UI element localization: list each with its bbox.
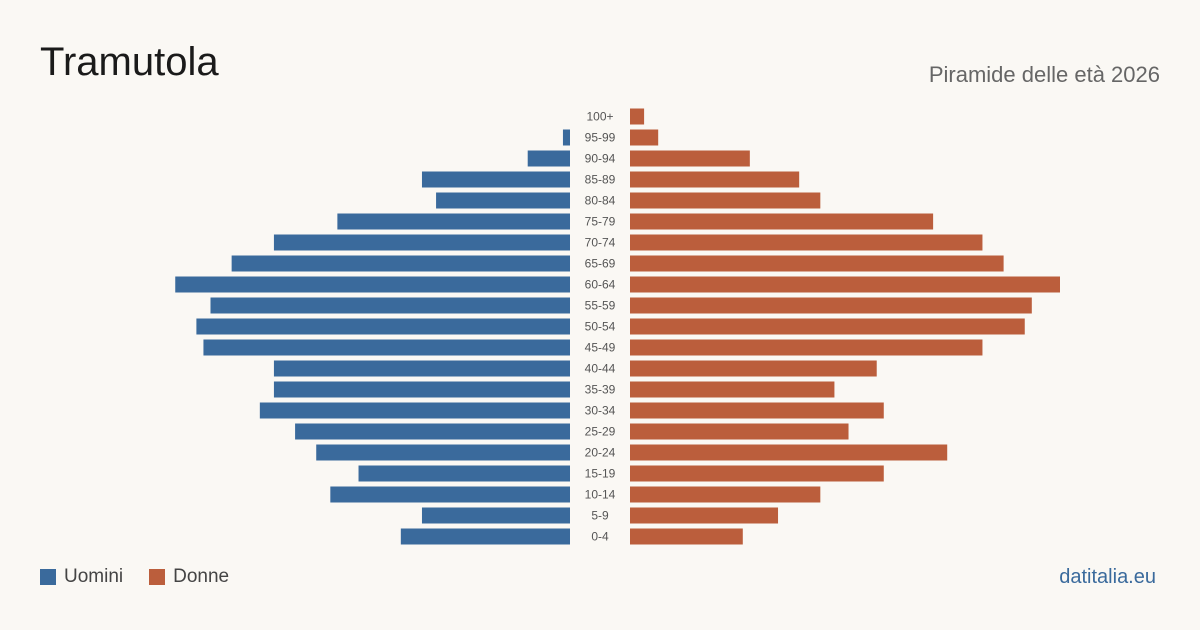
bar-men-75-79 bbox=[337, 213, 570, 230]
age-label-50-54: 50-54 bbox=[585, 320, 616, 334]
bar-women-15-19 bbox=[630, 465, 884, 482]
bar-women-50-54 bbox=[630, 318, 1025, 335]
bar-women-30-34 bbox=[630, 402, 884, 419]
legend-item-men: Uomini bbox=[40, 566, 123, 588]
legend-swatch-women bbox=[149, 569, 166, 585]
source-link[interactable]: datitalia.eu bbox=[1059, 566, 1156, 588]
bar-men-0-4 bbox=[400, 528, 570, 545]
bar-women-85-89 bbox=[630, 171, 800, 188]
bar-women-20-24 bbox=[630, 444, 948, 461]
bar-men-60-64 bbox=[175, 276, 570, 293]
bar-men-50-54 bbox=[196, 318, 571, 335]
bar-men-10-14 bbox=[330, 486, 570, 503]
chart-title: Tramutola bbox=[40, 40, 219, 84]
age-label-0-4: 0-4 bbox=[591, 530, 609, 544]
age-label-90-94: 90-94 bbox=[585, 152, 616, 166]
bar-men-5-9 bbox=[421, 507, 570, 524]
bar-women-70-74 bbox=[630, 234, 983, 251]
bar-women-75-79 bbox=[630, 213, 934, 230]
bar-women-10-14 bbox=[630, 486, 821, 503]
age-label-95-99: 95-99 bbox=[585, 131, 616, 145]
age-label-80-84: 80-84 bbox=[585, 194, 616, 208]
bar-women-65-69 bbox=[630, 255, 1004, 272]
age-label-85-89: 85-89 bbox=[585, 173, 616, 187]
bar-men-40-44 bbox=[273, 360, 570, 377]
legend: Uomini Donne bbox=[40, 566, 255, 588]
bar-men-80-84 bbox=[436, 192, 570, 209]
bar-women-40-44 bbox=[630, 360, 877, 377]
age-label-40-44: 40-44 bbox=[585, 362, 616, 376]
bar-women-35-39 bbox=[630, 381, 835, 398]
bar-men-35-39 bbox=[273, 381, 570, 398]
bar-women-5-9 bbox=[630, 507, 779, 524]
age-label-10-14: 10-14 bbox=[585, 488, 616, 502]
bar-women-95-99 bbox=[630, 129, 659, 146]
bar-women-55-59 bbox=[630, 297, 1032, 314]
age-label-65-69: 65-69 bbox=[585, 257, 616, 271]
bar-men-90-94 bbox=[527, 150, 570, 167]
bar-men-70-74 bbox=[273, 234, 570, 251]
bar-men-30-34 bbox=[259, 402, 570, 419]
bar-women-80-84 bbox=[630, 192, 821, 209]
bar-men-25-29 bbox=[295, 423, 570, 440]
age-label-20-24: 20-24 bbox=[585, 446, 616, 460]
bar-men-15-19 bbox=[358, 465, 570, 482]
age-label-35-39: 35-39 bbox=[585, 383, 616, 397]
legend-swatch-men bbox=[40, 569, 56, 585]
age-label-5-9: 5-9 bbox=[591, 509, 609, 523]
bar-women-45-49 bbox=[630, 339, 983, 356]
age-label-30-34: 30-34 bbox=[585, 404, 616, 418]
bar-women-25-29 bbox=[630, 423, 849, 440]
age-label-70-74: 70-74 bbox=[585, 236, 616, 250]
age-label-100plus: 100+ bbox=[586, 110, 613, 124]
bar-men-95-99 bbox=[562, 129, 570, 146]
legend-item-women: Donne bbox=[149, 566, 229, 588]
age-label-75-79: 75-79 bbox=[585, 215, 616, 229]
legend-label-men: Uomini bbox=[64, 566, 124, 587]
bar-men-45-49 bbox=[203, 339, 570, 356]
bar-men-20-24 bbox=[316, 444, 570, 461]
bar-men-85-89 bbox=[421, 171, 570, 188]
chart-subtitle: Piramide delle età 2026 bbox=[928, 62, 1160, 87]
bar-women-60-64 bbox=[630, 276, 1060, 293]
bar-men-55-59 bbox=[210, 297, 570, 314]
age-label-55-59: 55-59 bbox=[585, 299, 616, 313]
age-label-45-49: 45-49 bbox=[585, 341, 616, 355]
bar-men-65-69 bbox=[231, 255, 570, 272]
bar-women-0-4 bbox=[630, 528, 743, 545]
age-label-15-19: 15-19 bbox=[585, 467, 616, 481]
bar-women-100plus bbox=[630, 108, 645, 125]
legend-label-women: Donne bbox=[173, 566, 230, 587]
age-label-25-29: 25-29 bbox=[585, 425, 616, 439]
age-label-60-64: 60-64 bbox=[585, 278, 616, 292]
bar-women-90-94 bbox=[630, 150, 750, 167]
